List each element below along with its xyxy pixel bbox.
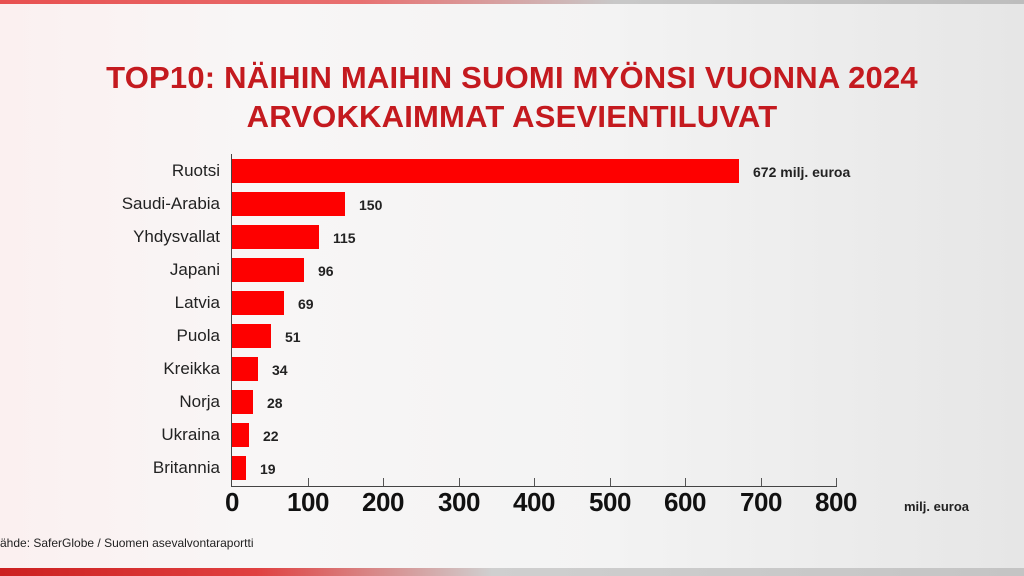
value-label: 34 — [272, 362, 288, 378]
bar-row: Japani 96 — [0, 258, 1024, 282]
value-label: 19 — [260, 461, 276, 477]
x-tick-label: 800 — [815, 487, 857, 517]
bar — [232, 390, 253, 414]
bar-row: Puola 51 — [0, 324, 1024, 348]
value-label: 22 — [263, 428, 279, 444]
value-label: 69 — [298, 296, 314, 312]
bar — [232, 225, 319, 249]
bar — [232, 324, 271, 348]
bar-row: Kreikka 34 — [0, 357, 1024, 381]
bar — [232, 258, 304, 282]
category-label: Japani — [169, 260, 220, 279]
value-label: 150 — [359, 197, 383, 213]
source-note: ähde: SaferGlobe / Suomen asevalvontarap… — [0, 536, 254, 550]
x-tick-mark — [459, 478, 460, 486]
x-tick-mark — [836, 478, 837, 486]
category-label: Puola — [176, 326, 220, 345]
x-tick-label: 300 — [438, 487, 480, 517]
category-label: Norja — [179, 392, 220, 411]
x-tick-label: 500 — [589, 487, 631, 517]
x-tick-mark — [610, 478, 611, 486]
chart-title-line-1: TOP10: NÄIHIN MAIHIN SUOMI MYÖNSI VUONNA… — [106, 60, 918, 95]
x-tick-label: 0 — [225, 487, 239, 517]
chart-title-line-2: ARVOKKAIMMAT ASEVIENTILUVAT — [246, 99, 778, 134]
category-label: Ruotsi — [171, 161, 220, 180]
top-accent-bar — [0, 0, 1024, 4]
value-label: 672 milj. euroa — [753, 164, 851, 180]
value-label: 96 — [318, 263, 334, 279]
y-axis-line — [231, 154, 232, 487]
bar-row: Ruotsi 672 milj. euroa — [0, 159, 1024, 183]
category-label: Latvia — [174, 293, 220, 312]
category-label: Yhdysvallat — [133, 227, 220, 246]
value-label: 115 — [333, 230, 356, 246]
x-tick-label: 400 — [513, 487, 555, 517]
x-tick-mark — [308, 478, 309, 486]
bar — [232, 192, 345, 216]
bar-row: Yhdysvallat 115 — [0, 225, 1024, 249]
bar-row: Latvia 69 — [0, 291, 1024, 315]
x-tick-mark — [685, 478, 686, 486]
x-tick-label: 100 — [287, 487, 329, 517]
bar-row: Britannia 19 — [0, 456, 1024, 480]
value-label: 51 — [285, 329, 301, 345]
x-tick-mark — [534, 478, 535, 486]
x-axis-unit-label: milj. euroa — [904, 499, 970, 514]
bar — [232, 456, 246, 480]
bar-row: Ukraina 22 — [0, 423, 1024, 447]
category-label: Saudi-Arabia — [121, 194, 220, 213]
bar — [232, 357, 258, 381]
bar — [232, 423, 249, 447]
x-axis-line — [231, 486, 837, 487]
x-tick-mark — [761, 478, 762, 486]
bar-row: Norja 28 — [0, 390, 1024, 414]
bottom-accent-bar — [0, 568, 1024, 576]
bar-row: Saudi-Arabia 150 — [0, 192, 1024, 216]
category-label: Britannia — [152, 458, 220, 477]
x-tick-label: 600 — [664, 487, 706, 517]
bar — [232, 291, 284, 315]
x-tick-label: 700 — [740, 487, 782, 517]
x-tick-label: 200 — [362, 487, 404, 517]
category-label: Ukraina — [161, 425, 220, 444]
x-tick-mark — [383, 478, 384, 486]
category-label: Kreikka — [163, 359, 220, 378]
bar — [232, 159, 739, 183]
value-label: 28 — [267, 395, 283, 411]
